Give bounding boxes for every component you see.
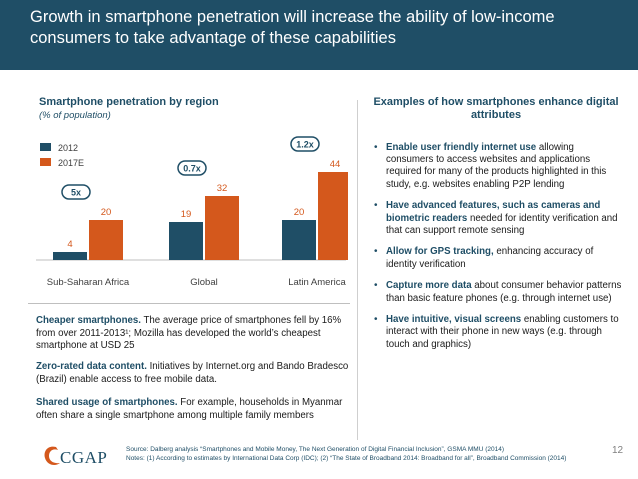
paragraph-shared-usage: Shared usage of smartphones. For example…: [36, 397, 356, 422]
paragraph-text: Initiatives by Internet.org and Bando Br…: [36, 361, 349, 385]
data-label-2012: 4: [67, 239, 72, 250]
bullet-item: Allow for GPS tracking, enhancing accura…: [372, 246, 622, 270]
category-label: Latin America: [288, 277, 346, 288]
source-text: Source: Dalberg analysis “Smartphones an…: [126, 446, 505, 453]
growth-label: 1.2x: [296, 140, 314, 150]
paragraph-text: For example, households in Myanmar often…: [36, 397, 343, 421]
bar-chart: 2012 2017E 4 20 5x Sub-Saharan Africa 19 32 0.7x…: [36, 136, 348, 288]
legend-swatch: [40, 143, 51, 151]
growth-bubble: [290, 136, 320, 152]
data-label-2012: 20: [294, 207, 305, 218]
bar-2017e: [318, 172, 348, 260]
bullet-item: Capture more data about consumer behavio…: [372, 280, 622, 304]
paragraph-zero-rated: Zero-rated data content. Initiatives by …: [36, 361, 356, 386]
data-label-2017e: 20: [101, 207, 112, 218]
notes-text: Notes: (1) According to estimates by Int…: [126, 455, 567, 462]
bar-2017e: [205, 196, 239, 260]
paragraph-text: The average price of smartphones fell by…: [36, 315, 342, 352]
examples-heading: Examples of how smartphones enhance digi…: [373, 96, 619, 121]
bar-2017e: [89, 220, 123, 260]
bullet-bold: Have advanced features, such as cameras …: [386, 200, 601, 224]
logo-swirl-icon: [44, 446, 60, 466]
bullet-text: enabling customers to interact with thei…: [386, 314, 619, 350]
category-label: Global: [190, 277, 217, 288]
bullet-bold: Enable user friendly internet use: [386, 142, 537, 153]
growth-label: 0.7x: [183, 164, 201, 174]
bullet-list: Enable user friendly internet use allowi…: [372, 142, 622, 360]
paragraph-bold: Zero-rated data content.: [36, 361, 147, 372]
bullet-item: Have advanced features, such as cameras …: [372, 200, 622, 237]
paragraph-cheaper-smartphones: Cheaper smartphones. The average price o…: [36, 315, 356, 353]
logo-wordmark: CGAP: [60, 448, 107, 467]
chart-subheading: (% of population): [39, 110, 111, 121]
bullet-item: Enable user friendly internet use allowi…: [372, 142, 622, 191]
bar-2012: [169, 222, 203, 260]
vertical-divider: [357, 100, 358, 440]
paragraph-bold: Cheaper smartphones.: [36, 315, 141, 326]
bullet-text: about consumer behavior patterns than ba…: [386, 280, 622, 304]
legend-swatch: [40, 158, 51, 166]
bullet-text: needed for identity verification and tha…: [386, 212, 618, 236]
data-label-2012: 19: [181, 209, 192, 220]
bar-2012: [53, 252, 87, 260]
legend-label: 2017E: [58, 158, 84, 168]
bullet-bold: Allow for GPS tracking,: [386, 246, 494, 258]
bullet-text: allowing consumers to access websites an…: [386, 142, 607, 190]
bullet-bold: Capture more data: [386, 280, 472, 292]
paragraph-bold: Shared usage of smartphones.: [36, 397, 178, 408]
cgap-logo: CGAP: [44, 446, 107, 467]
growth-label: 5x: [71, 188, 81, 198]
footer-sources: Source: Dalberg analysis “Smartphones an…: [126, 445, 616, 463]
page-number: 12: [612, 445, 624, 456]
bullet-bold: Have intuitive, visual screens: [386, 314, 522, 326]
bullet-item: Have intuitive, visual screens enabling …: [372, 314, 622, 351]
title-bar: Growth in smartphone penetration will in…: [0, 0, 638, 70]
bar-2012: [282, 220, 316, 260]
chart-heading: Smartphone penetration by region: [39, 96, 219, 108]
horizontal-divider: [28, 303, 350, 304]
category-label: Sub-Saharan Africa: [47, 277, 130, 288]
data-label-2017e: 44: [330, 159, 341, 170]
data-label-2017e: 32: [217, 183, 228, 194]
bullet-text: enhancing accuracy of identity verificat…: [386, 246, 594, 270]
growth-bubble: [61, 184, 91, 200]
slide-title: Growth in smartphone penetration will in…: [30, 8, 555, 47]
growth-bubble: [177, 160, 207, 176]
legend-label: 2012: [58, 143, 78, 153]
